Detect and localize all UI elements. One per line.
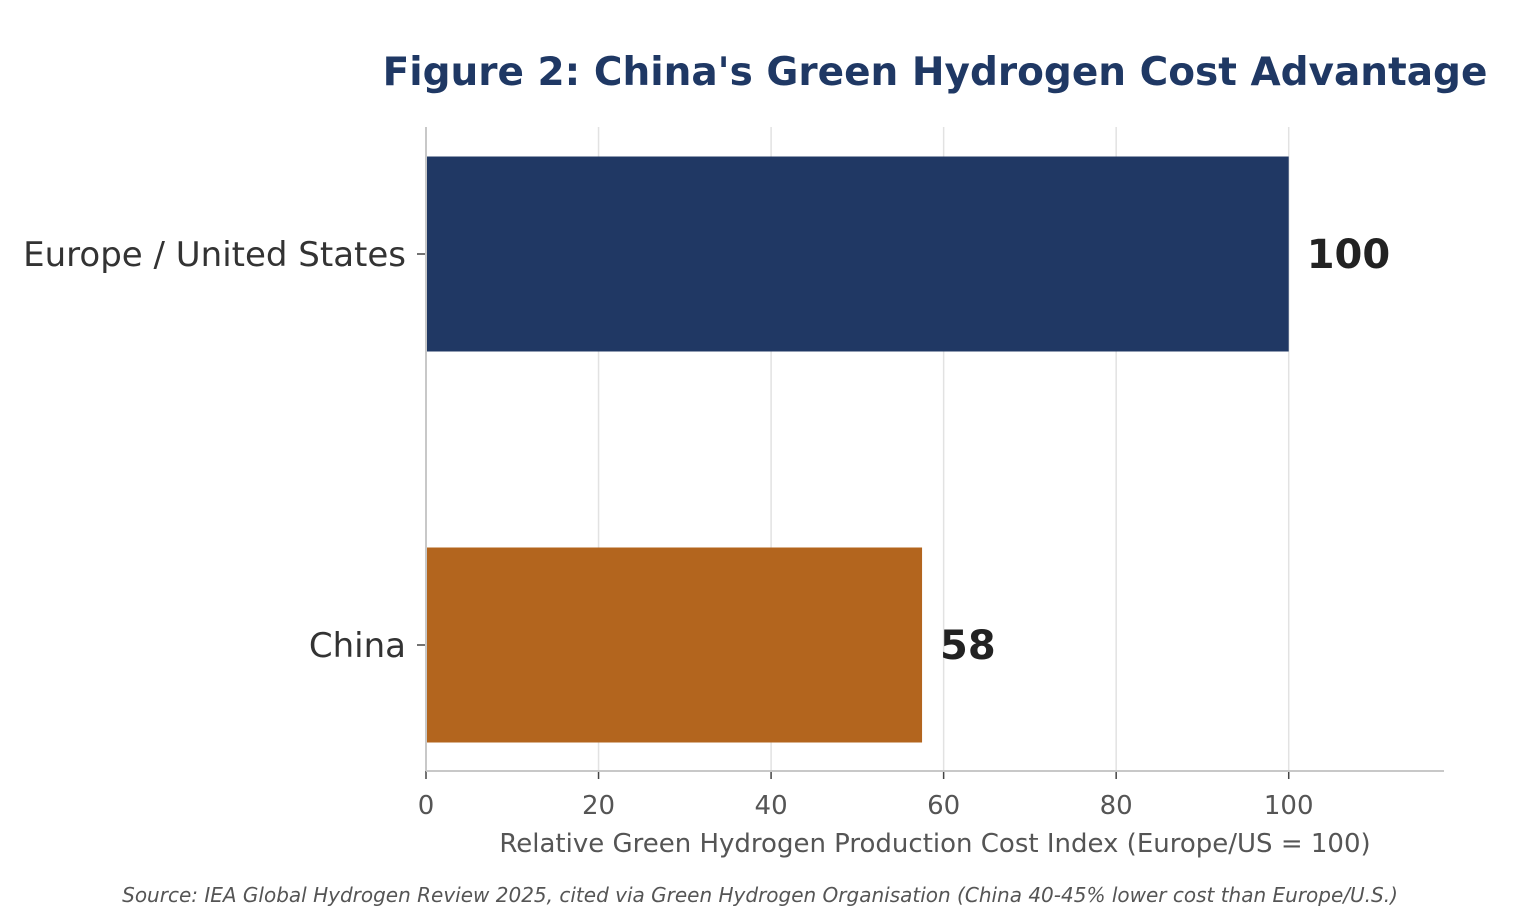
- value-label: 100: [1307, 232, 1391, 278]
- x-tick-label: 60: [927, 791, 960, 821]
- axes: [417, 127, 1444, 779]
- value-label: 58: [940, 623, 996, 669]
- tick-labels: 0 20 40 60 80 100: [418, 791, 1314, 821]
- value-labels: 100 58: [940, 232, 1390, 669]
- bar-china: [426, 547, 923, 743]
- x-tick-label: 40: [755, 791, 788, 821]
- x-axis-label: Relative Green Hydrogen Production Cost …: [499, 829, 1370, 859]
- x-tick-label: 100: [1264, 791, 1314, 821]
- bars: [426, 156, 1289, 743]
- x-tick-label: 0: [418, 791, 435, 821]
- category-label: China: [309, 626, 406, 666]
- bar-europe-us: [426, 156, 1289, 352]
- x-tick-label: 80: [1100, 791, 1133, 821]
- chart-title: Figure 2: China's Green Hydrogen Cost Ad…: [383, 50, 1488, 95]
- category-labels: Europe / United States China: [23, 235, 406, 666]
- x-tick-label: 20: [582, 791, 615, 821]
- category-label: Europe / United States: [23, 235, 406, 275]
- source-note: Source: IEA Global Hydrogen Review 2025,…: [122, 883, 1398, 907]
